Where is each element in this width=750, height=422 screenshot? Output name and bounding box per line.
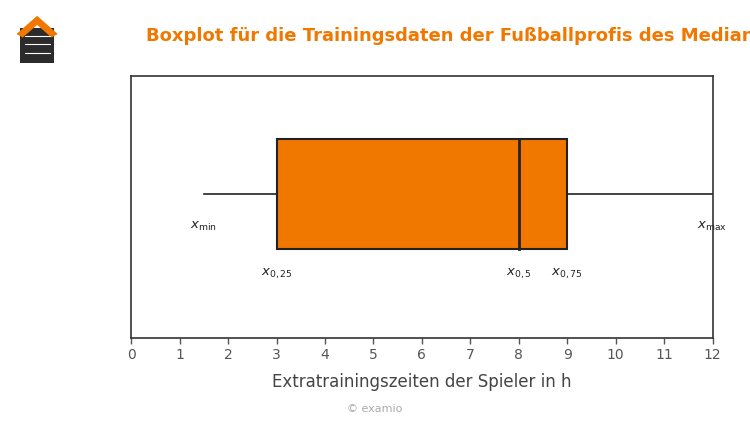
Text: $x_{\mathregular{0,75}}$: $x_{\mathregular{0,75}}$ — [551, 267, 583, 281]
Text: $x_{\mathregular{0,5}}$: $x_{\mathregular{0,5}}$ — [506, 267, 532, 281]
FancyBboxPatch shape — [20, 28, 55, 63]
Bar — [277, 139, 567, 249]
Text: $x_{\mathregular{min}}$: $x_{\mathregular{min}}$ — [190, 220, 217, 233]
Polygon shape — [16, 16, 58, 38]
Text: $x_{\mathregular{max}}$: $x_{\mathregular{max}}$ — [698, 220, 728, 233]
Text: Boxplot für die Trainingsdaten der Fußballprofis des Median-City FC: Boxplot für die Trainingsdaten der Fußba… — [146, 27, 750, 46]
Text: © examio: © examio — [347, 404, 403, 414]
X-axis label: Extratrainingszeiten der Spieler in h: Extratrainingszeiten der Spieler in h — [272, 373, 572, 391]
Text: $x_{\mathregular{0,25}}$: $x_{\mathregular{0,25}}$ — [261, 267, 292, 281]
